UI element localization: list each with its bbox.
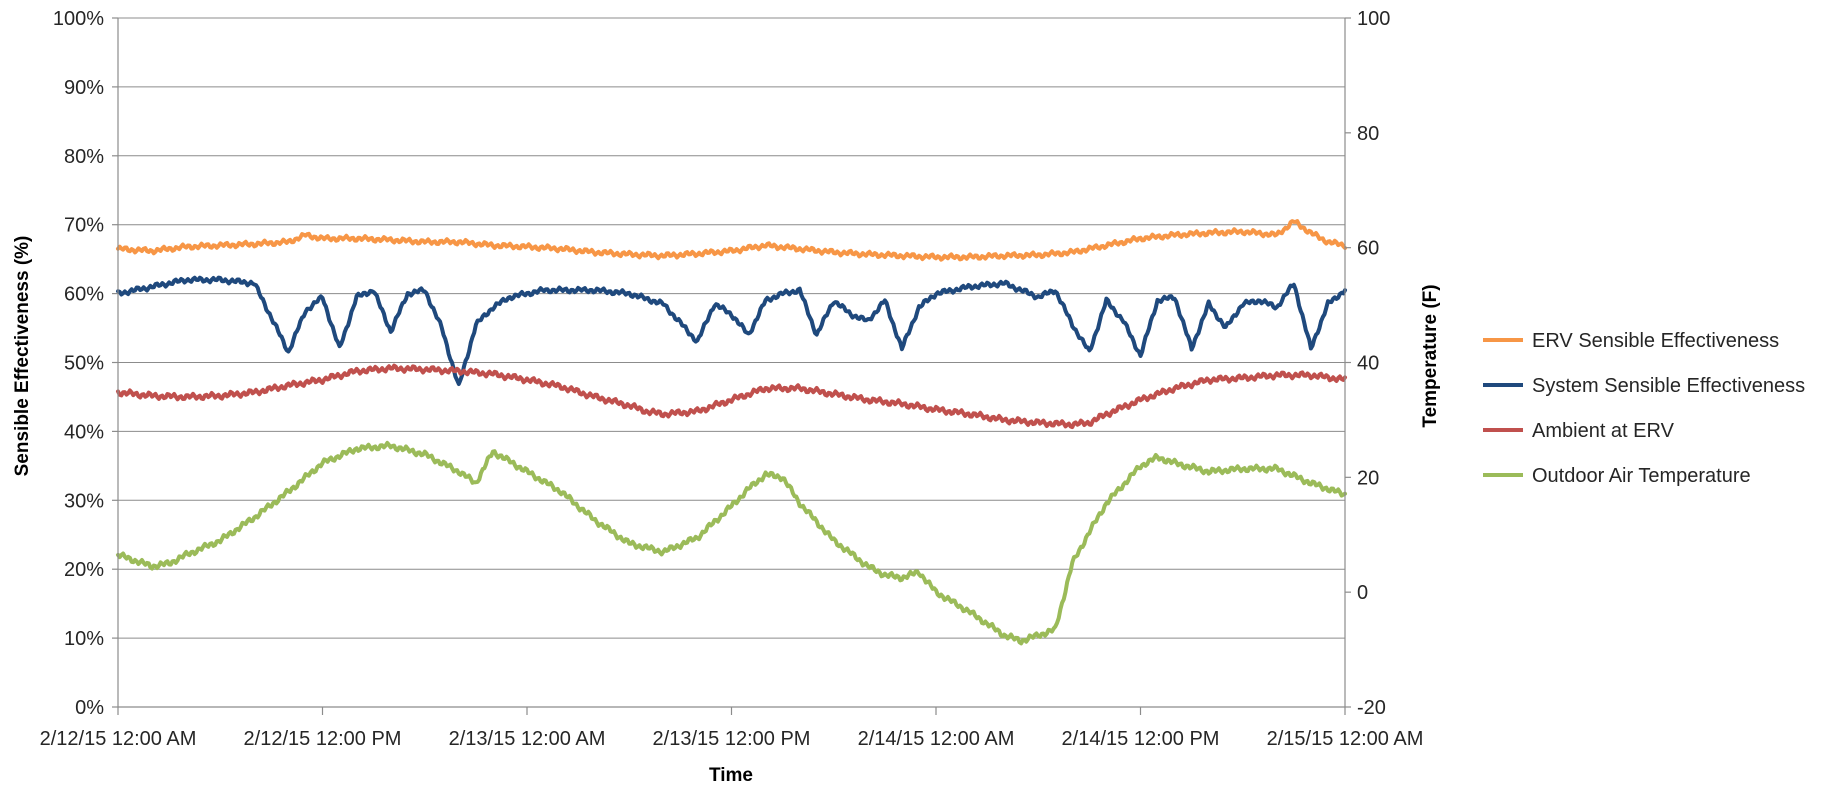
x-tick-label: 2/15/15 12:00 AM — [1267, 728, 1424, 750]
x-tick-label: 2/12/15 12:00 AM — [40, 728, 197, 750]
x-axis-title: Time — [709, 765, 753, 786]
series-line-outdoor-air-temperature — [116, 440, 1347, 646]
legend-label-erv-sensible-effectiveness: ERV Sensible Effectiveness — [1532, 330, 1779, 352]
y-tick-label: 10% — [64, 628, 104, 650]
y2-axis-title: Temperature (F) — [1420, 284, 1441, 427]
y2-tick-label: 100 — [1357, 8, 1390, 30]
y2-tick-label: 80 — [1357, 123, 1379, 145]
y-tick-label: 50% — [64, 353, 104, 375]
y-tick-label: 30% — [64, 490, 104, 512]
series-line-system-sensible-effectiveness — [116, 275, 1347, 386]
y2-tick-label: -20 — [1357, 697, 1386, 719]
series-line-ambient-at-erv — [116, 363, 1347, 430]
y2-tick-label: 40 — [1357, 353, 1379, 375]
y-tick-label: 70% — [64, 215, 104, 237]
y2-tick-label: 60 — [1357, 238, 1379, 260]
gridlines — [118, 17, 1345, 639]
legend-label-ambient-at-erv: Ambient at ERV — [1532, 420, 1675, 442]
y-tick-label: 90% — [64, 77, 104, 99]
x-tick-label: 2/13/15 12:00 AM — [449, 728, 606, 750]
legend-label-outdoor-air-temperature: Outdoor Air Temperature — [1532, 465, 1751, 487]
x-tick-label: 2/13/15 12:00 PM — [653, 728, 811, 750]
y-tick-label: 0% — [75, 697, 104, 719]
y2-tick-label: 0 — [1357, 582, 1368, 604]
x-tick-label: 2/12/15 12:00 PM — [244, 728, 402, 750]
y-tick-label: 80% — [64, 146, 104, 168]
legend-label-system-sensible-effectiveness: System Sensible Effectiveness — [1532, 375, 1805, 397]
x-tick-label: 2/14/15 12:00 PM — [1062, 728, 1220, 750]
y-tick-label: 60% — [64, 284, 104, 306]
y-axis-title: Sensible Effectiveness (%) — [12, 236, 33, 477]
y-tick-label: 100% — [53, 8, 104, 30]
y2-tick-label: 20 — [1357, 467, 1379, 489]
y-tick-label: 20% — [64, 559, 104, 581]
axes: 0% 10% 20% 30% 40% 50% 60% 70% 80% 90% 100% -20 0 20 4… — [40, 8, 1424, 750]
y-tick-label: 40% — [64, 421, 104, 443]
x-tick-label: 2/14/15 12:00 AM — [858, 728, 1015, 750]
legend: ERV Sensible Effectiveness System Sensibl… — [1483, 330, 1805, 487]
series-line-erv-sensible-effectiveness — [116, 219, 1347, 262]
series-lines — [116, 219, 1347, 646]
